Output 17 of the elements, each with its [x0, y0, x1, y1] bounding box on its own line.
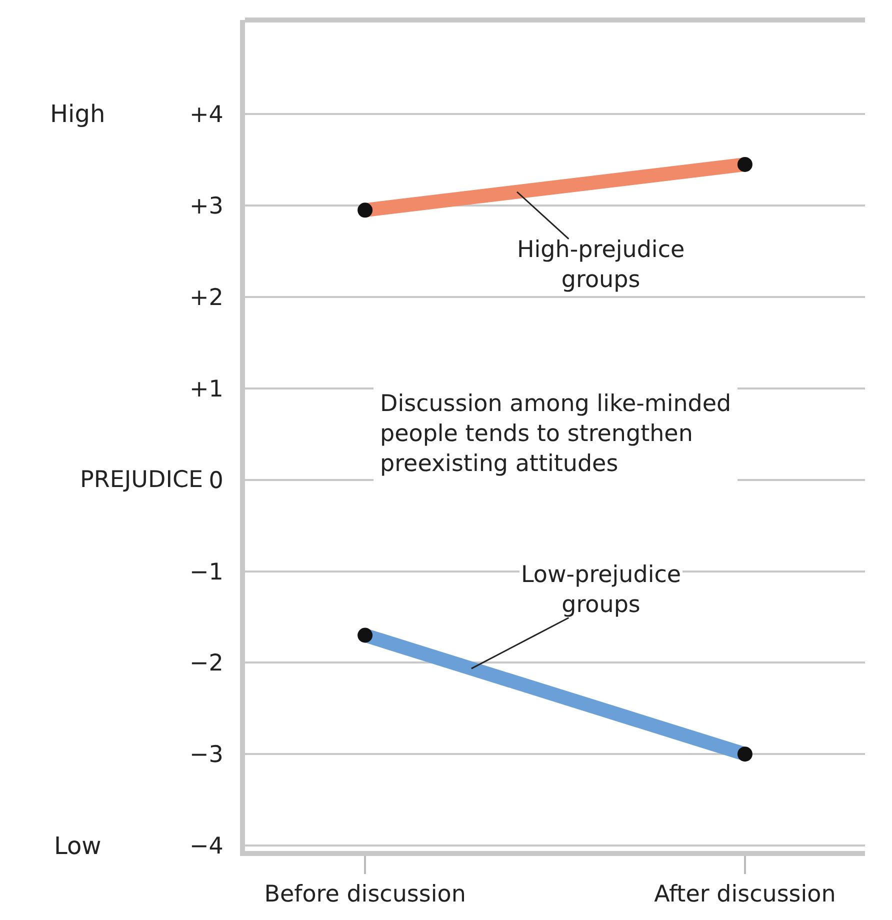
y-tick-label: +4	[189, 102, 224, 128]
y-tick-label: −2	[189, 650, 224, 677]
annotation: Discussion among like-minded people tends to strengthen preexisting attitudes	[380, 391, 732, 477]
text: Low-prejudice groups	[521, 562, 682, 618]
y-tick-label: −1	[189, 559, 224, 586]
y-axis-title: PREJUDICE	[80, 467, 204, 493]
y-tick-label: −3	[189, 742, 224, 768]
y-tick-label: +2	[189, 285, 224, 312]
text: Low	[54, 832, 102, 860]
text: High	[50, 100, 106, 128]
series-label: High-prejudice groups	[517, 237, 685, 293]
y-tick-label: +1	[189, 376, 224, 402]
x-tick-label: After discussion	[654, 882, 836, 908]
y-tick-label: −4	[189, 834, 224, 860]
x-tick-label: Before discussion	[264, 882, 466, 908]
y-tick-label: 0	[208, 468, 224, 494]
y-tick-label: +3	[189, 194, 224, 220]
